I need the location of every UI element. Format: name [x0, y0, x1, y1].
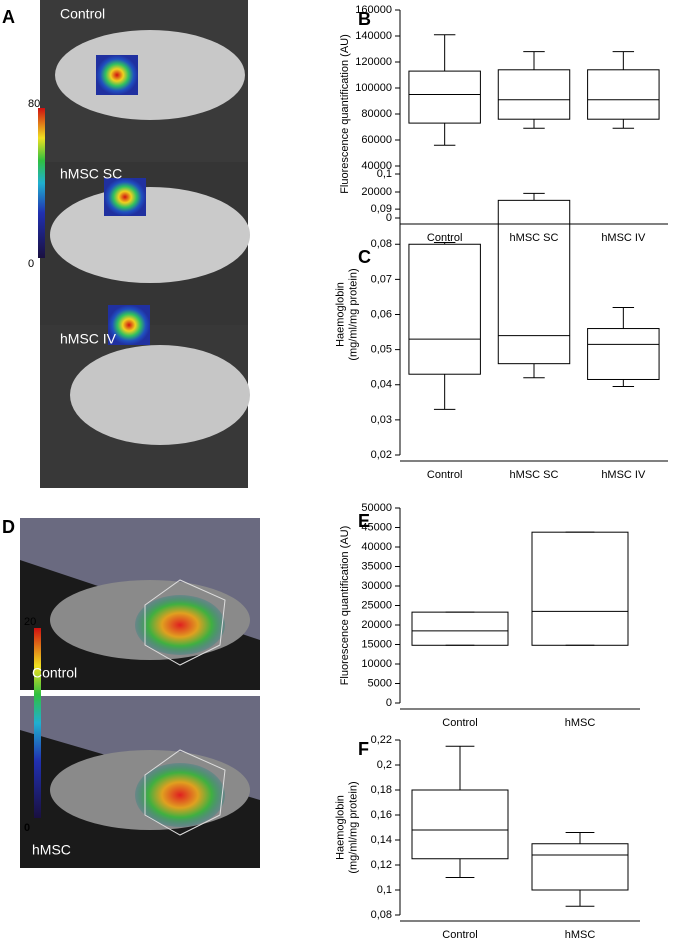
colorbar-label: 80	[28, 98, 40, 110]
box	[497, 69, 571, 120]
colorbar-label: 20	[24, 616, 36, 628]
y-tick-label: 20000	[361, 619, 392, 631]
y-tick-label: 100000	[355, 82, 392, 94]
y-axis-label: Fluorescence quantification (AU)	[339, 526, 351, 686]
y-tick-label: 0,2	[377, 759, 392, 771]
image-label: hMSC	[32, 842, 71, 858]
y-axis-label: Haemoglobin	[334, 795, 346, 860]
y-tick-label: 0,08	[371, 909, 392, 921]
box	[587, 69, 660, 120]
image-label: hMSC SC	[60, 166, 122, 182]
y-tick-label: 0,09	[371, 203, 392, 215]
y-tick-label: 120000	[355, 56, 392, 68]
y-tick-label: 0,12	[371, 859, 392, 871]
y-tick-label: 0,18	[371, 784, 392, 796]
x-tick-label: hMSC IV	[601, 232, 646, 244]
y-tick-label: 160000	[355, 4, 392, 16]
box	[411, 789, 509, 860]
box	[587, 328, 660, 380]
y-tick-label: 0,08	[371, 238, 392, 250]
box	[531, 843, 629, 891]
y-tick-label: 0,16	[371, 809, 392, 821]
panel-d-images	[20, 518, 260, 868]
y-tick-label: 0,06	[371, 308, 392, 320]
panel-letter: D	[2, 517, 15, 537]
image-label: Control	[32, 665, 77, 681]
y-tick-label: 0,1	[377, 884, 392, 896]
x-tick-label: hMSC	[565, 929, 596, 941]
y-axis-label: Haemoglobin	[334, 282, 346, 347]
box	[531, 531, 629, 646]
panel-letter: F	[358, 739, 369, 759]
y-tick-label: 40000	[361, 160, 392, 172]
x-tick-label: hMSC SC	[510, 232, 559, 244]
box	[411, 611, 509, 646]
y-tick-label: 45000	[361, 521, 392, 533]
y-tick-label: 0,1	[377, 168, 392, 180]
x-tick-label: Control	[442, 717, 477, 729]
colorbar-label: 0	[28, 258, 34, 270]
colorbar-label: 0	[24, 822, 30, 834]
y-tick-label: 0,14	[371, 834, 392, 846]
y-axis-label: (mg/ml/mg protein)	[347, 781, 359, 873]
y-tick-label: 80000	[361, 108, 392, 120]
panel-a-images	[38, 0, 250, 488]
y-tick-label: 40000	[361, 541, 392, 553]
x-tick-label: Control	[427, 469, 462, 481]
y-tick-label: 30000	[361, 580, 392, 592]
y-tick-label: 0,02	[371, 449, 392, 461]
y-tick-label: 15000	[361, 638, 392, 650]
x-tick-label: hMSC SC	[510, 469, 559, 481]
x-tick-label: Control	[442, 929, 477, 941]
panel-letter: B	[358, 9, 371, 29]
y-tick-label: 0,07	[371, 273, 392, 285]
y-tick-label: 25000	[361, 599, 392, 611]
y-tick-label: 20000	[361, 186, 392, 198]
y-axis-label: Fluorescence quantification (AU)	[339, 34, 351, 194]
y-tick-label: 0,03	[371, 414, 392, 426]
y-tick-label: 35000	[361, 560, 392, 572]
box	[408, 243, 481, 375]
y-tick-label: 50000	[361, 502, 392, 514]
box	[408, 70, 481, 124]
image-label: hMSC IV	[60, 331, 117, 347]
image-label: Control	[60, 6, 105, 22]
y-axis-label: (mg/ml/mg protein)	[347, 268, 359, 360]
y-tick-label: 60000	[361, 134, 392, 146]
x-tick-label: hMSC IV	[601, 469, 646, 481]
y-tick-label: 10000	[361, 658, 392, 670]
box	[497, 199, 571, 365]
y-tick-label: 140000	[355, 30, 392, 42]
x-tick-label: Control	[427, 232, 462, 244]
y-tick-label: 0	[386, 697, 392, 709]
panel-letter: A	[2, 7, 15, 27]
y-tick-label: 0,22	[371, 734, 392, 746]
panel-letter: C	[358, 247, 371, 267]
y-tick-label: 0,04	[371, 379, 392, 391]
panel-letter: E	[358, 511, 370, 531]
y-tick-label: 5000	[368, 677, 392, 689]
x-tick-label: hMSC	[565, 717, 596, 729]
y-tick-label: 0	[386, 212, 392, 224]
y-tick-label: 0,05	[371, 344, 392, 356]
